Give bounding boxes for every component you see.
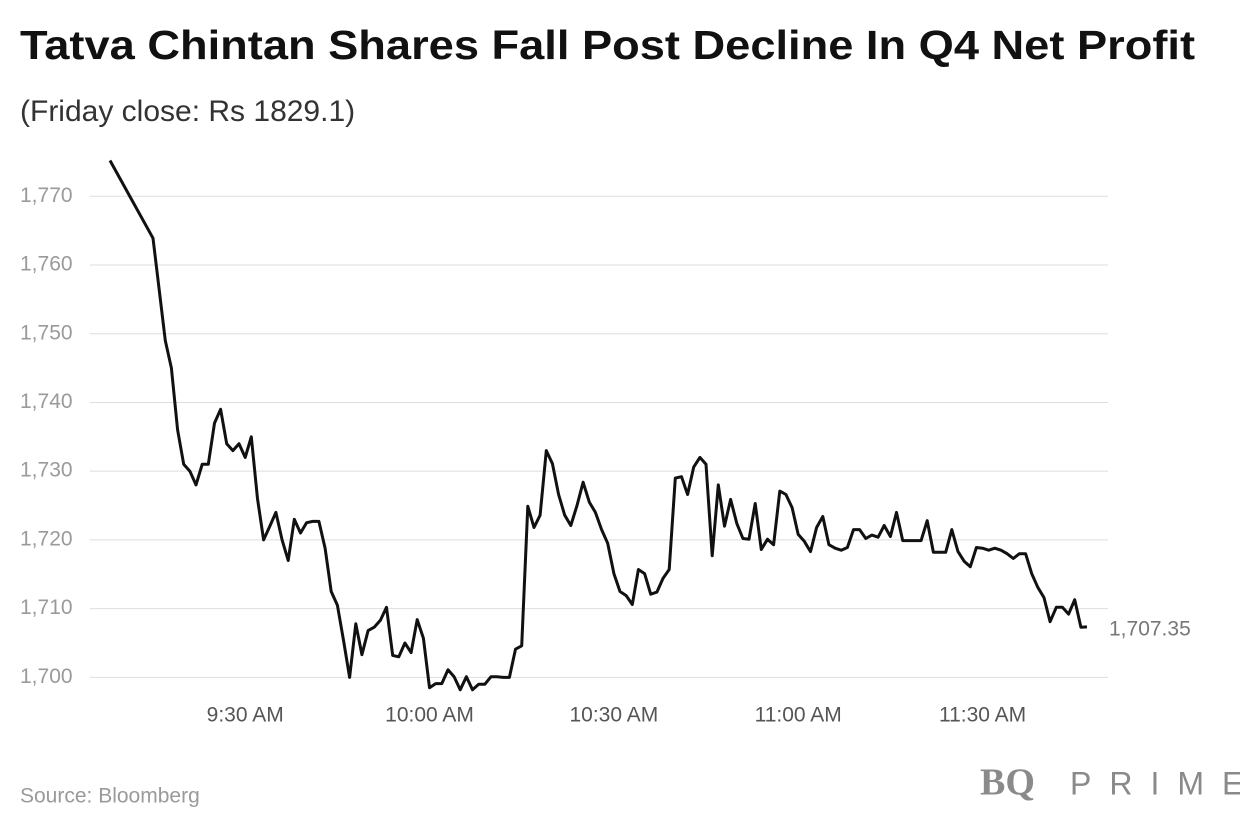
x-tick-label: 9:30 AM	[207, 704, 284, 727]
y-tick-label: 1,730	[20, 459, 73, 482]
brand-mark: BQ	[980, 762, 1035, 804]
y-tick-label: 1,770	[20, 184, 73, 207]
price-line	[108, 159, 1088, 692]
y-tick-label: 1,710	[20, 596, 73, 619]
y-tick-label: 1,740	[20, 390, 73, 413]
x-tick-label: 10:00 AM	[385, 704, 474, 727]
x-tick-label: 10:30 AM	[569, 704, 658, 727]
brand-name: PRIME	[1070, 765, 1240, 801]
source: Source: Bloomberg	[20, 785, 200, 808]
chart-title: Tatva Chintan Shares Fall Post Decline I…	[20, 22, 1195, 68]
y-tick-label: 1,700	[20, 665, 73, 688]
x-tick-label: 11:00 AM	[755, 704, 842, 727]
y-tick-label: 1,760	[20, 253, 73, 276]
x-tick-label: 11:30 AM	[939, 704, 1026, 727]
end-value-label: 1,707.35	[1109, 617, 1191, 640]
chart-subtitle: (Friday close: Rs 1829.1)	[20, 95, 355, 128]
y-tick-label: 1,750	[20, 321, 73, 344]
y-tick-label: 1,720	[20, 527, 73, 550]
